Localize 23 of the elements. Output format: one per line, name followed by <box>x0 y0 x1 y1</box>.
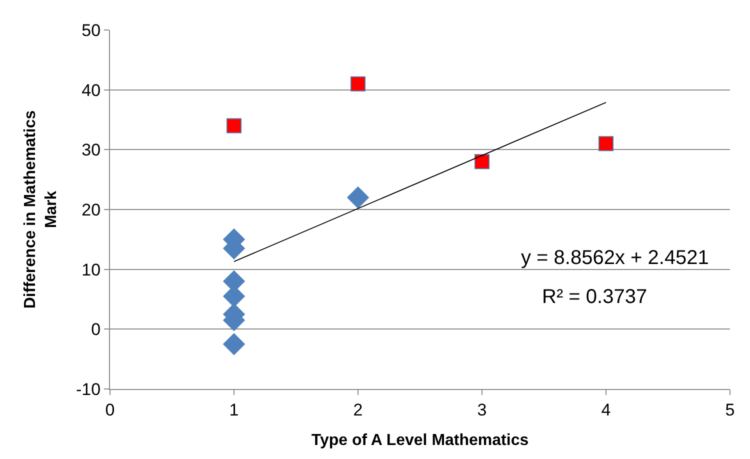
annotation: y = 8.8562x + 2.4521 <box>521 247 709 269</box>
y-tick-label: 40 <box>82 80 101 100</box>
x-tick-label: 3 <box>477 400 487 420</box>
y-axis-title: Difference in Mathematics Mark <box>22 110 60 309</box>
point <box>350 76 366 92</box>
x-axis-title: Type of A Level Mathematics <box>311 432 529 450</box>
y-tick-label: 20 <box>82 200 101 220</box>
point <box>223 333 245 356</box>
y-tick-label: 50 <box>82 20 101 40</box>
annotation: R² = 0.3737 <box>542 286 648 308</box>
x-tick-label: 5 <box>725 400 735 420</box>
y-tick-label: 30 <box>82 140 101 160</box>
x-tick-label: 4 <box>601 400 611 420</box>
x-tick-label: 0 <box>105 400 115 420</box>
y-tick-label: 0 <box>91 320 101 340</box>
point <box>598 136 614 152</box>
y-tick-label: 10 <box>82 260 101 280</box>
point <box>226 118 242 134</box>
x-tick-label: 1 <box>229 400 239 420</box>
y-tick-label: -10 <box>76 380 101 399</box>
x-tick-label: 2 <box>353 400 363 420</box>
point <box>474 154 490 170</box>
point <box>347 186 369 208</box>
